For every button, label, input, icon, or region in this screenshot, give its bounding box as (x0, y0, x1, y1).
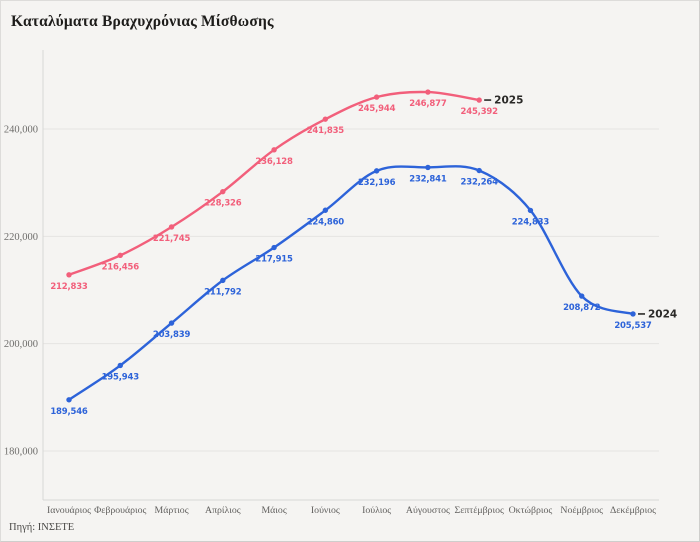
data-point-2024-7[interactable] (425, 164, 431, 171)
data-point-label: 216,456 (102, 262, 140, 272)
data-point-2024-1[interactable] (117, 362, 123, 369)
series-year-label-2024: 2024 (648, 308, 677, 320)
data-point-label: 232,264 (461, 178, 499, 188)
chart-title: Καταλύματα Βραχυχρόνιας Μίσθωσης (11, 13, 274, 30)
data-point-2025-5[interactable] (322, 116, 329, 122)
y-tick-label: 220,000 (4, 232, 38, 243)
data-point-2024-6[interactable] (373, 168, 380, 174)
month-label: Δεκέμβριος (610, 505, 656, 516)
month-label: Αύγουστος (406, 505, 450, 516)
data-point-label: 232,196 (358, 178, 396, 188)
data-point-label: 205,537 (614, 321, 652, 331)
y-tick-label: 200,000 (4, 339, 38, 350)
data-point-label: 208,872 (563, 303, 601, 313)
source-note: Πηγή: ΙΝΣΕΤΕ (9, 522, 75, 533)
month-label: Οκτώβριος (509, 505, 553, 516)
data-point-2025-8[interactable] (476, 97, 482, 103)
data-point-2025-0[interactable] (66, 272, 72, 278)
data-point-label: 245,944 (358, 104, 396, 114)
data-point-2024-9[interactable] (527, 207, 534, 214)
month-label: Ιούλιος (362, 505, 391, 516)
data-point-2024-2[interactable] (168, 320, 175, 326)
data-point-2024-5[interactable] (322, 207, 329, 213)
data-point-label: 211,792 (204, 287, 242, 297)
y-tick-label: 240,000 (4, 125, 38, 136)
data-point-2025-7[interactable] (425, 89, 431, 95)
data-point-2025-2[interactable] (168, 224, 175, 230)
data-point-2025-1[interactable] (117, 252, 123, 259)
month-label: Μάιος (261, 505, 286, 516)
data-point-label: 236,128 (255, 157, 293, 167)
data-point-label: 224,833 (512, 217, 550, 227)
month-label: Σεπτέμβριος (455, 505, 504, 516)
data-point-label: 212,833 (50, 282, 88, 292)
data-point-label: 217,915 (255, 255, 293, 265)
series-year-label-2025: 2025 (494, 95, 523, 107)
data-point-2024-4[interactable] (271, 244, 277, 251)
data-point-label: 195,943 (102, 372, 140, 382)
data-point-label: 228,326 (204, 199, 242, 209)
data-point-label: 245,392 (461, 107, 499, 117)
data-point-label: 232,841 (409, 174, 447, 184)
data-point-2024-8[interactable] (476, 167, 482, 174)
month-label: Νοέμβριος (560, 505, 603, 516)
data-point-label: 221,745 (153, 234, 191, 244)
data-point-label: 203,839 (153, 330, 191, 340)
data-point-label: 224,860 (307, 217, 345, 227)
data-point-2024-0[interactable] (66, 397, 72, 403)
month-label: Μάρτιος (154, 505, 188, 516)
data-point-2025-4[interactable] (271, 147, 277, 153)
data-point-2024-10[interactable] (579, 293, 585, 299)
month-label: Φεβρουάριος (94, 505, 146, 516)
series-line-2024 (67, 165, 635, 401)
month-label: Ιανουάριος (47, 505, 91, 516)
month-label: Απρίλιος (205, 505, 241, 516)
data-point-2024-3[interactable] (220, 277, 226, 284)
data-point-label: 241,835 (307, 126, 345, 136)
month-label: Ιούνιος (311, 505, 340, 516)
data-point-label: 246,877 (409, 99, 447, 109)
y-tick-label: 180,000 (4, 447, 38, 458)
data-point-2025-6[interactable] (373, 94, 380, 100)
data-point-2025-3[interactable] (220, 188, 226, 195)
data-point-2024-11[interactable] (630, 311, 636, 317)
data-point-label: 189,546 (50, 407, 88, 417)
